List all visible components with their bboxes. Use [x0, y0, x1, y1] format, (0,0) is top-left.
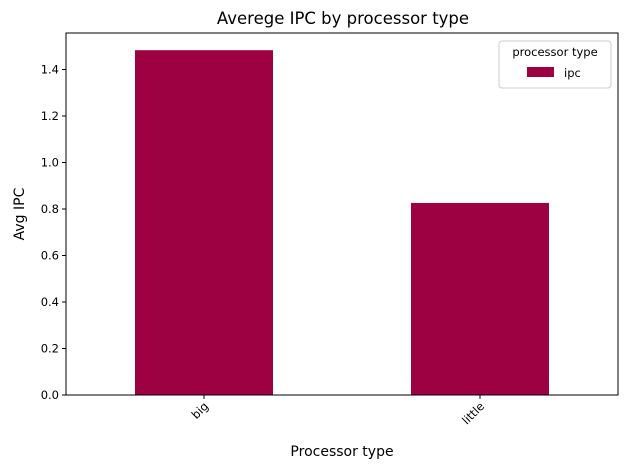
x-tick-label-big: big [189, 399, 211, 421]
chart-title: Averege IPC by processor type [217, 9, 469, 28]
legend-swatch-ipc [527, 67, 554, 77]
y-tick-label: 0.6 [41, 249, 59, 263]
legend-title: processor type [512, 45, 597, 59]
bar-big [135, 50, 273, 395]
y-tick-label: 0.0 [41, 388, 59, 402]
y-tick-label: 1.2 [41, 109, 59, 123]
y-tick-label: 0.4 [41, 295, 59, 309]
y-tick-label: 0.8 [41, 202, 59, 216]
y-tick-label: 0.2 [41, 342, 59, 356]
y-tick-label: 1.4 [41, 63, 59, 77]
legend-label-ipc: ipc [564, 66, 581, 80]
x-axis-title: Processor type [290, 444, 393, 460]
legend: processor type ipc [498, 40, 612, 89]
plot-frame [65, 32, 619, 396]
y-axis-title: Avg IPC [12, 187, 28, 240]
x-tick-label-little: little [459, 399, 487, 427]
y-axis: 0.0 0.2 0.4 0.6 0.8 1.0 1.2 1.4 [41, 63, 66, 402]
bars-layer [135, 50, 549, 395]
x-axis: big little [189, 395, 487, 427]
bar-little [411, 202, 549, 395]
y-tick-label: 1.0 [41, 156, 59, 170]
